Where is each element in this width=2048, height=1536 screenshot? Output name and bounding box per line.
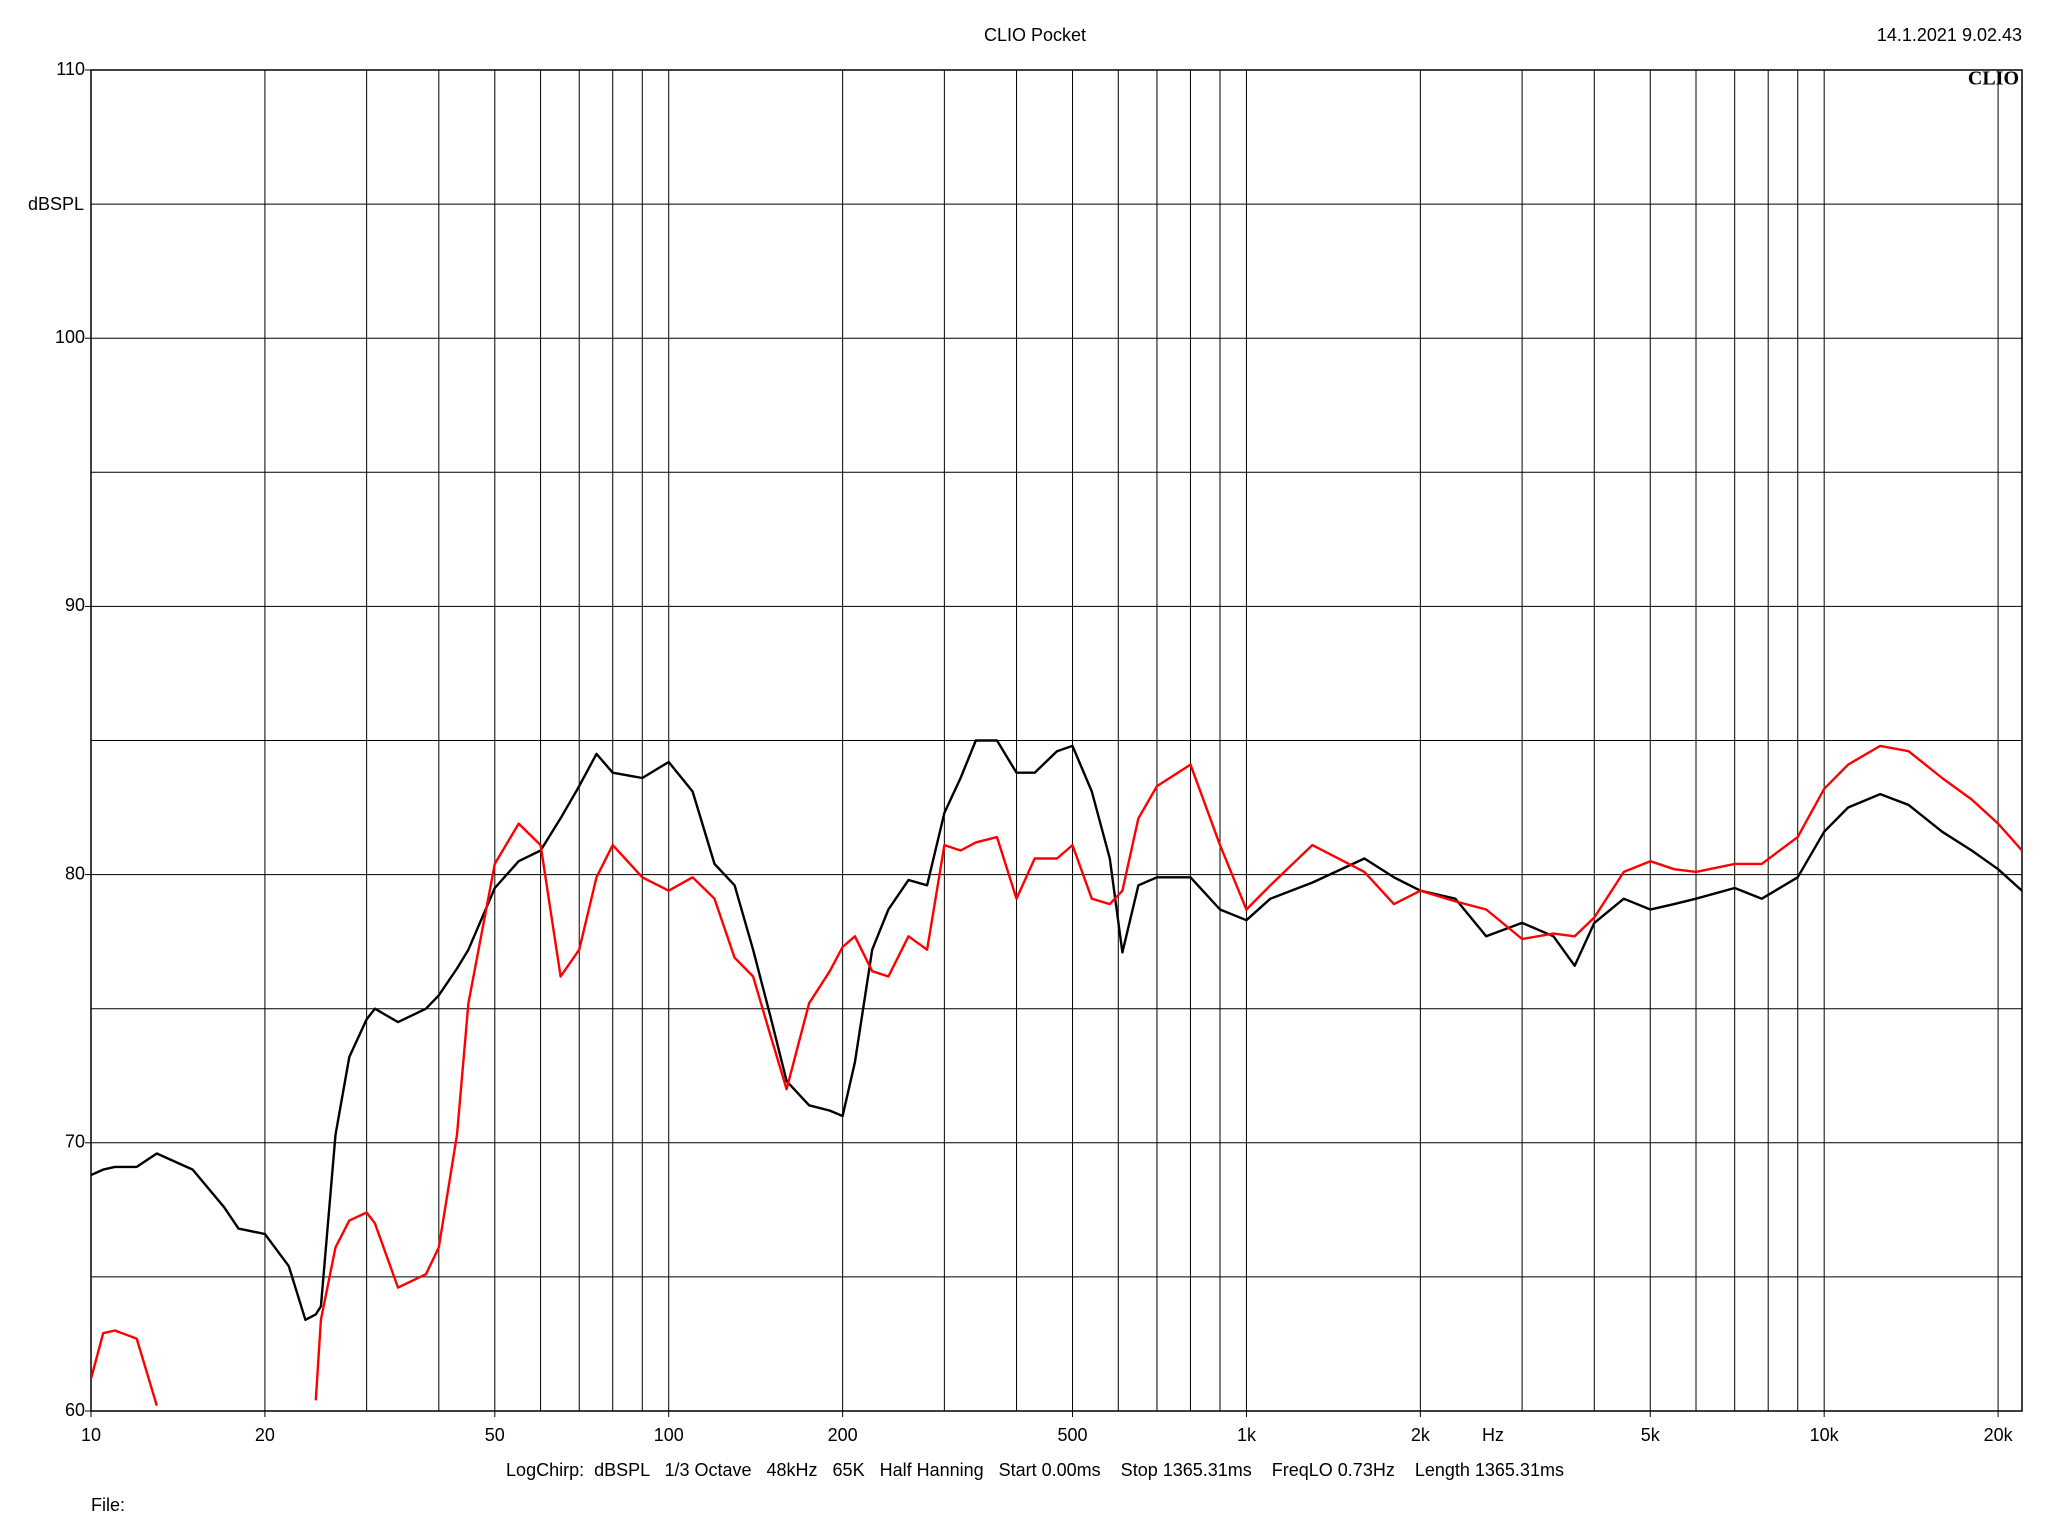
x-tick-label: 50 (485, 1425, 505, 1445)
x-tick-label: 500 (1058, 1425, 1088, 1445)
y-tick-label: 90 (65, 595, 85, 615)
y-tick-label: 100 (55, 327, 85, 347)
series-line (91, 744, 2022, 1406)
chart-title: CLIO Pocket (984, 25, 1086, 45)
x-tick-label: 20 (255, 1425, 275, 1445)
x-tick-label: 2k (1411, 1425, 1431, 1445)
y-tick-label: 70 (65, 1132, 85, 1152)
series-line (91, 739, 2022, 1321)
plot-frame (90, 69, 2023, 1412)
y-tick-label: 60 (65, 1400, 85, 1420)
plot-area (91, 739, 2022, 1406)
x-tick-label: 5k (1641, 1425, 1661, 1445)
timestamp: 14.1.2021 9.02.43 (1877, 25, 2022, 45)
x-tick-label: 10k (1810, 1425, 1840, 1445)
y-tick-label: 110 (56, 59, 85, 79)
footer: LogChirp: dBSPL 1/3 Octave 48kHz 65K Hal… (506, 1460, 1564, 1480)
x-tick-label: 200 (828, 1425, 858, 1445)
x-axis-label: Hz (1482, 1425, 1504, 1445)
x-tick-label: 20k (1984, 1425, 2014, 1445)
file-label: File: (91, 1495, 125, 1515)
x-tick-label: 1k (1237, 1425, 1257, 1445)
logo: CLIO (1968, 68, 2019, 90)
x-tick-label: 10 (81, 1425, 101, 1445)
y-tick-label: 80 (65, 863, 85, 883)
y-axis-label: dBSPL (28, 194, 84, 214)
x-tick-label: 100 (654, 1425, 684, 1445)
